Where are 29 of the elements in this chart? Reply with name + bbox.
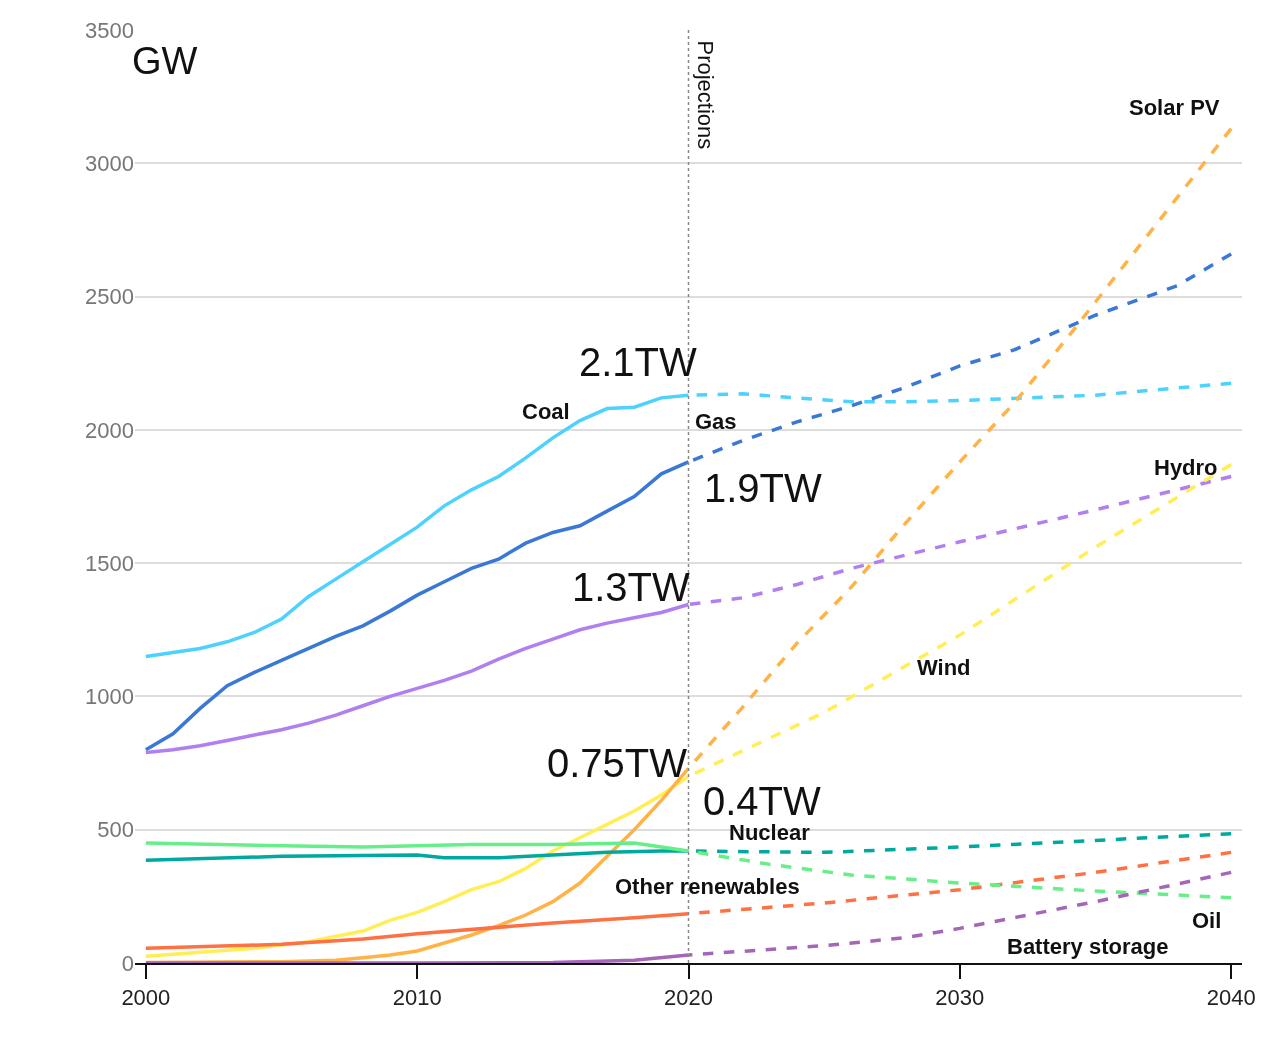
y-axis-title: GW: [132, 40, 198, 82]
y-tick-label: 2000: [85, 417, 134, 443]
series-label: Other renewables: [615, 874, 800, 899]
y-tick-label: 2500: [85, 284, 134, 310]
y-tick-label: 3000: [85, 150, 134, 176]
y-tick-label: 500: [97, 817, 134, 843]
y-tick-label: 3500: [85, 17, 134, 43]
x-tick-label: 2020: [664, 985, 713, 1011]
x-tick-label: 2030: [935, 985, 985, 1011]
x-tick-label: 2040: [1206, 985, 1256, 1011]
series-label: Hydro: [1154, 455, 1218, 480]
y-tick-label: 1500: [85, 550, 134, 576]
series-label: Coal: [522, 399, 570, 424]
series-label: Nuclear: [729, 820, 811, 845]
annotation: 2.1TW: [579, 340, 698, 384]
series-label: Gas: [695, 409, 737, 434]
y-tick-label: 1000: [85, 684, 134, 710]
annotation: 1.3TW: [572, 565, 691, 609]
annotation: 0.75TW: [547, 741, 688, 785]
x-tick-label: 2000: [121, 985, 171, 1011]
y-tick-label: 0: [121, 950, 134, 976]
annotation: 1.9TW: [704, 466, 823, 510]
series-label: Wind: [917, 655, 971, 680]
series-label: Battery storage: [1007, 934, 1169, 959]
ref-line-label: Projections: [692, 40, 718, 150]
annotation: 0.4TW: [703, 779, 822, 823]
x-tick-label: 2010: [392, 985, 442, 1011]
series-label: Solar PV: [1129, 95, 1220, 120]
series-label: Oil: [1192, 908, 1222, 933]
